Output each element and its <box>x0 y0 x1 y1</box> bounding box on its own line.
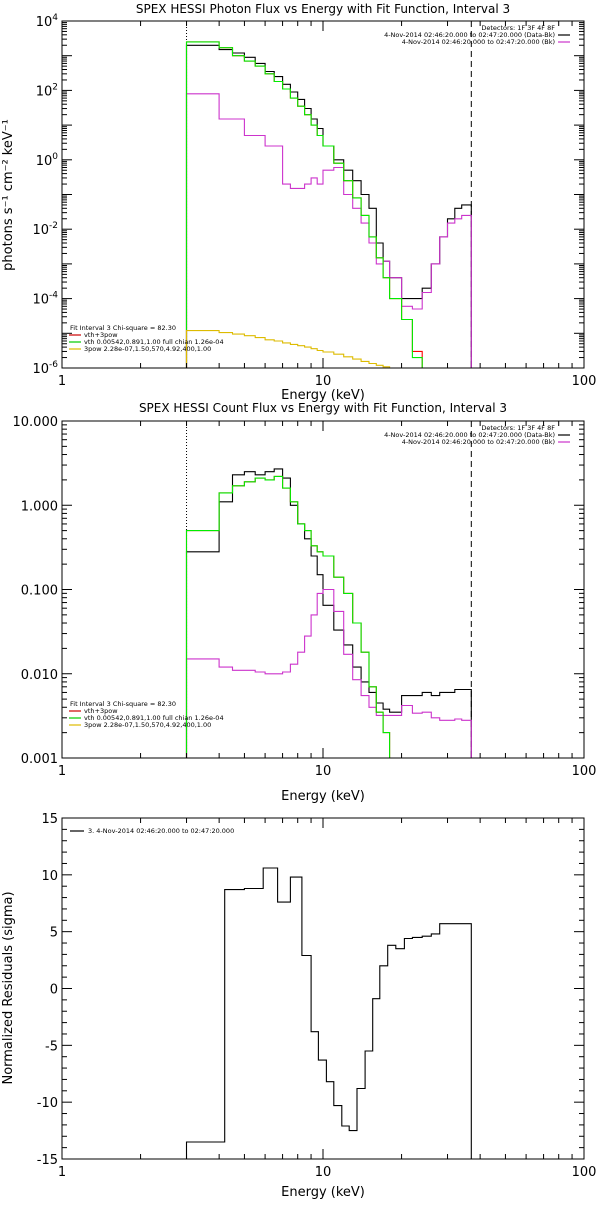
panel-residuals: 1 10 100 -15 -10 -5 0 5 10 15 Energy (keV) Normal… <box>1 812 596 1200</box>
y-axis-label: photons s⁻¹ cm⁻² keV⁻¹ <box>1 119 16 271</box>
x-axis-label: Energy (keV) <box>281 789 365 804</box>
y-tick-label: 5 <box>50 926 58 941</box>
x-tick-label: 10 <box>315 1165 332 1180</box>
legend-right: Detectors: 1F 3F 4F 8F4-Nov-2014 02:46:2… <box>384 24 570 46</box>
axis-ticks: 1 10 100 -15 -10 -5 0 5 10 15 <box>37 812 597 1180</box>
y-tick-label: -15 <box>37 1153 58 1168</box>
y-tick-label: -5 <box>45 1039 58 1054</box>
panel-count-flux: SPEX HESSI Count Flux vs Energy with Fit… <box>13 401 597 804</box>
series-line <box>185 44 472 368</box>
panel-photon-flux: SPEX HESSI Photon Flux vs Energy with Fi… <box>1 2 596 403</box>
y-tick-label: 100 <box>36 152 59 169</box>
y-tick-label: 10-2 <box>32 221 58 238</box>
legend-entry: Fit Interval 3 Chi-square = 82.30 <box>70 324 176 332</box>
axis-ticks: 1 10 100 10-6 10-4 10-2 100 102 104 <box>32 13 596 389</box>
legend-left: 3. 4-Nov-2014 02:46:20.000 to 02:47:20.0… <box>70 827 234 835</box>
legend-entry: vth+3pow <box>84 331 118 339</box>
x-tick-label: 100 <box>572 764 597 779</box>
legend-left: Fit Interval 3 Chi-square = 82.30vth+3po… <box>69 700 224 729</box>
legend-entry: 4-Nov-2014 02:46:20.000 to 02:47:20.000 … <box>384 431 555 439</box>
y-tick-label: 10-4 <box>32 291 58 308</box>
legend-entry: vth+3pow <box>84 707 118 715</box>
series-line <box>185 330 403 368</box>
x-axis-label: Energy (keV) <box>281 1185 365 1200</box>
series-line <box>185 93 472 368</box>
x-tick-label: 100 <box>572 1165 597 1180</box>
x-tick-label: 100 <box>572 374 597 389</box>
x-axis-label: Energy (keV) <box>281 388 365 403</box>
series-layer <box>185 421 472 758</box>
series-layer <box>185 21 472 368</box>
legend-entry: Detectors: 1F 3F 4F 8F <box>481 24 555 32</box>
y-tick-label: 0.001 <box>21 752 58 767</box>
legend-entry: 4-Nov-2014 02:46:20.000 to 02:47:20.000 … <box>402 38 555 46</box>
legend-entry: Detectors: 1F 3F 4F 8F <box>481 424 555 432</box>
x-tick-label: 10 <box>315 764 332 779</box>
legend-entry: 4-Nov-2014 02:46:20.000 to 02:47:20.000 … <box>384 31 555 39</box>
x-tick-label: 10 <box>315 374 332 389</box>
legend-entry: 3. 4-Nov-2014 02:46:20.000 to 02:47:20.0… <box>88 827 234 835</box>
y-tick-label: 104 <box>36 13 59 30</box>
x-tick-label: 1 <box>58 1165 66 1180</box>
series-line <box>185 41 423 368</box>
legend-right: Detectors: 1F 3F 4F 8F4-Nov-2014 02:46:2… <box>384 424 570 446</box>
y-tick-label: 10 <box>41 869 58 884</box>
series-line <box>185 867 472 1159</box>
y-tick-label: 0.100 <box>21 584 58 599</box>
legend-entry: 3pow 2.28e-07,1.50,570,4.92,400,1.00 <box>84 345 211 353</box>
chart-title: SPEX HESSI Photon Flux vs Energy with Fi… <box>136 2 510 16</box>
plot-frame <box>61 817 585 1160</box>
y-tick-label: 1.000 <box>21 499 58 514</box>
y-tick-label: 10.000 <box>13 415 59 430</box>
y-tick-label: 15 <box>41 812 58 827</box>
x-tick-label: 1 <box>58 764 66 779</box>
legend-entry: Fit Interval 3 Chi-square = 82.30 <box>70 700 176 708</box>
x-tick-label: 1 <box>58 374 66 389</box>
legend-entry: 3pow 2.28e-07,1.50,570,4.92,400,1.00 <box>84 721 211 729</box>
y-tick-label: -10 <box>37 1096 58 1111</box>
y-axis-label: Normalized Residuals (sigma) <box>1 891 16 1084</box>
y-tick-label: 10-6 <box>32 360 58 377</box>
legend-entry: vth 0.00542,0.891,1.00 full chian 1.26e-… <box>84 338 224 346</box>
series-layer <box>185 867 472 1159</box>
series-line <box>185 41 423 368</box>
y-tick-label: 0.010 <box>21 668 58 683</box>
plot-frame <box>61 20 585 369</box>
chart-title: SPEX HESSI Count Flux vs Energy with Fit… <box>139 401 507 415</box>
y-tick-label: 0 <box>50 983 58 998</box>
axis-ticks: 1 10 100 0.001 0.010 0.100 1.000 10.000 <box>13 415 597 779</box>
legend-left: Fit Interval 3 Chi-square = 82.30vth+3po… <box>69 324 224 353</box>
series-line <box>185 468 472 758</box>
y-tick-label: 102 <box>36 82 58 99</box>
legend-entry: 4-Nov-2014 02:46:20.000 to 02:47:20.000 … <box>402 438 555 446</box>
series-line <box>185 475 391 758</box>
series-line <box>185 588 472 758</box>
legend-entry: vth 0.00542,0.891,1.00 full chian 1.26e-… <box>84 714 224 722</box>
